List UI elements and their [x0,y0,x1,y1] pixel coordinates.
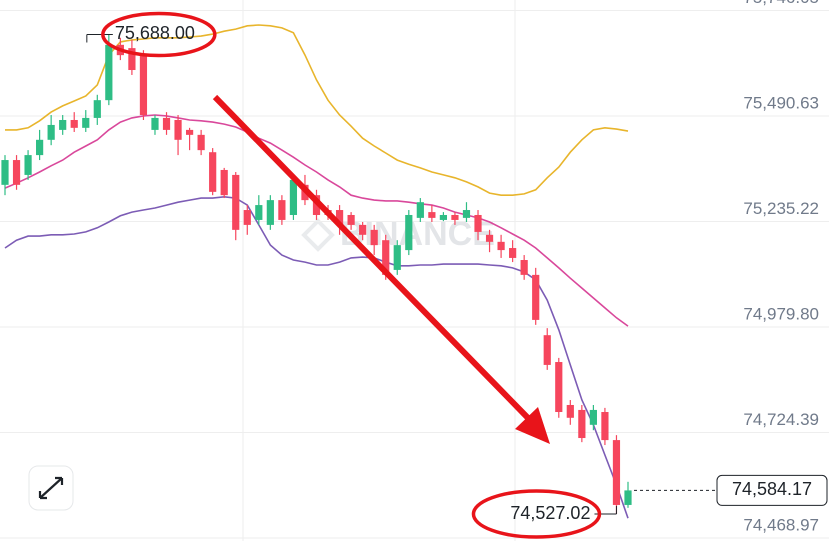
candle-body [532,274,540,320]
candle-body [416,202,424,218]
arrow-shaft [212,94,531,421]
candle-body [59,119,67,130]
watermark-logo [301,218,335,252]
candle-body [139,55,148,116]
candle-body [601,412,609,441]
candle-body [566,404,574,418]
candle-body [370,229,378,246]
candle-body [174,119,182,140]
candle-body [359,224,367,235]
candle-body [278,200,286,220]
y-tick-label: 74,724.39 [743,410,819,429]
max-label: 75,688.00 [115,23,195,43]
candle-body [485,234,494,242]
candle-body [543,335,551,365]
highlight-ellipse [471,489,602,539]
arrow [212,94,550,444]
y-tick-label: 75,235.22 [743,199,819,218]
candle-body [509,248,517,258]
y-tick-label: 74,468.97 [743,515,819,534]
candle-body [209,152,217,192]
candle-body [197,134,205,151]
candle-body [162,117,171,130]
candle-body [105,44,113,101]
candle-body [1,160,9,185]
candle-body [520,260,528,275]
y-tick-label: 74,979.80 [743,304,819,323]
candle-body [289,179,298,215]
candle-body [220,169,228,196]
candle-body [185,129,194,135]
candle-body [335,210,344,225]
last-price-box [716,474,828,506]
min-label: 74,527.02 [510,503,590,523]
candle-body [497,241,505,251]
candle-body [428,212,436,218]
candle-body [451,214,459,220]
y-tick-label: 75,490.63 [743,93,819,112]
candle-body [128,48,136,71]
highlight-ellipse [101,11,217,58]
candle-body [47,124,55,140]
candle-body [578,409,586,439]
candle-body [82,117,90,128]
y-tick-label: 75,746.05 [743,0,819,7]
last-price-label: 74,584.17 [732,479,812,499]
candle-body [612,440,621,505]
candle-body [624,490,632,505]
candle-body [405,214,413,251]
candle-body [347,214,355,225]
background-layer: BINANCE [0,10,829,539]
candle-body [70,119,78,128]
expand-button[interactable] [28,465,74,511]
candle-body [255,205,263,220]
candle-body [232,174,240,230]
candle-body [151,117,159,130]
candle-body [12,160,21,185]
candle-body [382,240,390,275]
candle-body [36,139,44,156]
candle-body [393,245,401,270]
candle-body [93,100,101,118]
candle-body [439,214,448,220]
arrow-head [515,407,550,444]
candle-body [24,155,32,175]
expand-icon[interactable] [38,476,64,500]
band-line [4,114,629,327]
candle-body [462,210,471,218]
candle-body [474,214,482,232]
candle-body [243,210,251,225]
candle-body [555,362,563,413]
candle-body [589,409,597,425]
candle-body [266,200,274,225]
